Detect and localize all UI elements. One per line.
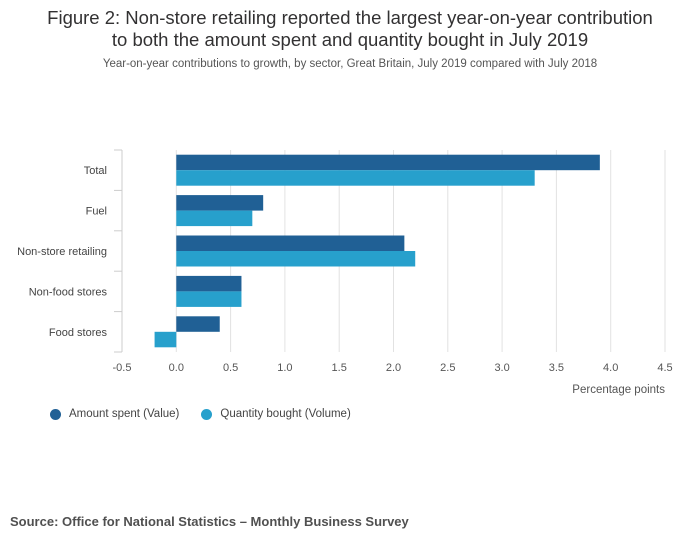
x-tick-label: 4.0 <box>603 362 618 374</box>
chart-legend: Amount spent (Value) Quantity bought (Vo… <box>50 408 373 420</box>
x-tick-label: 1.5 <box>332 362 347 374</box>
x-tick-label: 2.5 <box>440 362 455 374</box>
bar-volume-fuel <box>176 210 253 227</box>
legend-label-volume: Quantity bought (Volume) <box>220 408 351 420</box>
category-label: Fuel <box>86 206 107 218</box>
x-tick-label: 0.0 <box>169 362 184 374</box>
chart-subtitle: Year-on-year contributions to growth, by… <box>102 58 598 70</box>
bar-value-fuel <box>176 195 264 211</box>
legend-item-value[interactable]: Amount spent (Value) <box>50 408 179 420</box>
category-label: Total <box>84 165 107 177</box>
legend-swatch-value <box>50 408 61 420</box>
bar-value-food-stores <box>176 316 220 332</box>
chart-title-line-1: Figure 2: Non-store retailing reported t… <box>47 7 653 28</box>
legend-item-volume[interactable]: Quantity bought (Volume) <box>201 408 351 420</box>
legend-label-value: Amount spent (Value) <box>69 408 180 420</box>
category-label: Non-store retailing <box>17 246 107 258</box>
bar-volume-total <box>176 170 535 186</box>
legend-swatch-volume <box>201 408 213 420</box>
bar-value-total <box>176 154 600 171</box>
x-tick-label: 0.5 <box>223 362 238 374</box>
bar-volume-food-stores <box>154 331 177 348</box>
source-note: Source: Office for National Statistics –… <box>10 514 409 529</box>
x-tick-label: 4.5 <box>657 362 672 374</box>
x-tick-label: 3.0 <box>494 362 509 374</box>
x-tick-label: 1.0 <box>277 362 292 374</box>
x-tick-label: 2.0 <box>386 362 401 374</box>
x-tick-label: -0.5 <box>113 362 132 374</box>
category-label: Non-food stores <box>29 286 108 298</box>
chart-title-line-2: to both the amount spent and quantity bo… <box>111 29 589 50</box>
bar-value-non-store-retailing <box>176 235 405 251</box>
x-axis-label: Percentage points <box>572 384 665 396</box>
x-tick-label: 3.5 <box>549 362 564 374</box>
bar-volume-non-food-stores <box>176 291 242 307</box>
bar-value-non-food-stores <box>176 275 242 292</box>
bar-volume-non-store-retailing <box>176 251 416 267</box>
category-label: Food stores <box>49 327 108 339</box>
chart-title: Figure 2: Non-store retailing reported t… <box>0 7 700 51</box>
